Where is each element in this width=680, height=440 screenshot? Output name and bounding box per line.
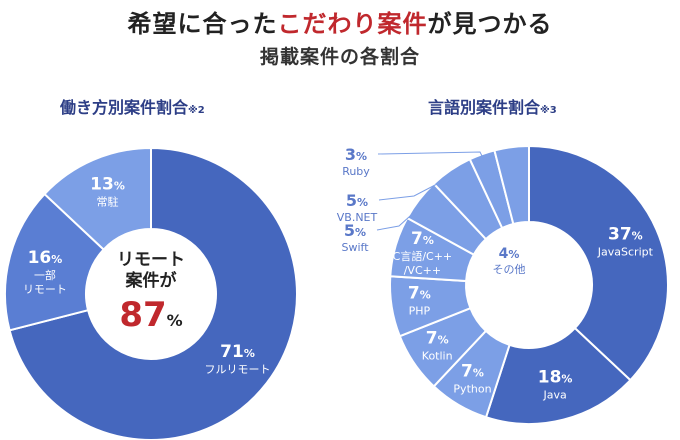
work-style-hole (87, 230, 215, 358)
work-style-slice-2 (4, 192, 106, 332)
work-style-slice-2-category-label-1: 一部 (34, 268, 56, 282)
language-slice-python-category-label: Python (453, 383, 491, 396)
language-slice-java-value-label: 18% (538, 368, 573, 388)
headline-accent: こだわり案件 (277, 10, 428, 38)
work-style-title-note: ※2 (188, 105, 205, 116)
headline-pre: 希望に合った (127, 10, 278, 38)
center-value-number: 87 (119, 295, 166, 335)
work-style-center: リモート 案件が 87% (117, 250, 185, 335)
headline: 希望に合ったこだわり案件が見つかる (0, 4, 680, 39)
language-slice-php-value-label: 7% (408, 283, 431, 303)
subtitle: 掲載案件の各割合 (259, 46, 420, 68)
language-slice-item (493, 144, 530, 226)
language-slice-javascript-category-label: JavaScript (597, 245, 654, 258)
work-style-slice-3-value-label: 13% (90, 175, 125, 195)
language-slice-kotlin-value-label: 7% (426, 328, 449, 348)
center-line2: 案件が (125, 270, 177, 291)
language-slice-java-category-label: Java (542, 389, 566, 402)
work-style-slice-3 (43, 146, 152, 251)
work-style-slice-3-category-label: 常駐 (97, 195, 119, 209)
language-slice-ruby-callout-line (377, 151, 485, 161)
language-title-note: ※3 (540, 105, 557, 116)
work-style-slice-1-value-label: 71% (220, 342, 255, 362)
language-slice-ruby-category-label: Ruby (342, 165, 370, 178)
language-slice-swift-callout-line (376, 203, 425, 231)
language-slice-item-category-label: その他 (493, 263, 526, 276)
language-slice-swift-value-label: 5% (344, 221, 366, 240)
work-style-slice-2-category-label-2: リモート (23, 283, 67, 296)
language-slice-vb-net-callout-line (378, 174, 455, 201)
language-slice-vb-net-category-label: VB.NET (337, 211, 378, 224)
work-style-slice-1-category-label: フルリモート (205, 363, 271, 376)
center-line1: リモート (117, 250, 185, 270)
language-slice-python-value-label: 7% (461, 362, 484, 382)
center-value: 87% (119, 295, 182, 335)
language-slice-c-c-vc-value-label: 7% (411, 229, 434, 249)
language-slice-kotlin-category-label: Kotlin (422, 349, 453, 362)
work-style-chart-title: 働き方別案件割合※2 (60, 94, 260, 118)
language-donut: 37%JavaScript18%Java7%Python7%Kotlin7%PH… (389, 144, 669, 425)
language-slice-vb-net-value-label: 5% (346, 191, 368, 210)
language-slice-c-c-vc-category-label-1: C言語/C++ (393, 249, 453, 263)
work-style-slice-2-value-label: 16% (28, 248, 63, 268)
headline-post: が見つかる (427, 10, 553, 38)
language-slice-php-category-label: PHP (409, 304, 431, 317)
language-title-text: 言語別案件割合 (428, 98, 541, 117)
language-slice-ruby-value-label: 3% (345, 145, 367, 164)
language-slice-swift-category-label: Swift (341, 241, 369, 254)
language-slice-javascript-value-label: 37% (608, 224, 643, 244)
work-style-slice-1 (8, 146, 298, 440)
language-slice-java (484, 326, 632, 425)
language-slice-item-value-label: 4% (499, 246, 520, 262)
language-chart-title: 言語別案件割合※3 (428, 94, 628, 118)
language-slice-javascript (528, 144, 669, 382)
language-hole (467, 223, 591, 347)
center-value-unit: % (167, 311, 183, 330)
language-slice-c-c-vc-category-label-2: /VC++ (404, 264, 441, 277)
work-style-title-text: 働き方別案件割合 (60, 98, 189, 117)
